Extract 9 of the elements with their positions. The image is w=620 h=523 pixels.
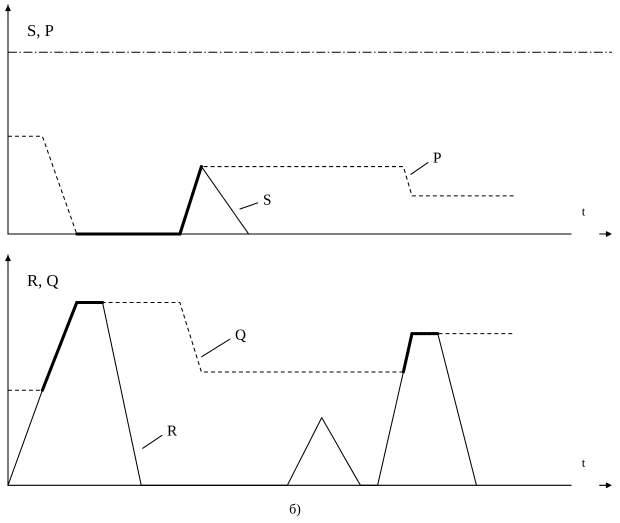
text: б)	[290, 504, 300, 516]
x-axis-title: t	[582, 460, 586, 467]
y-axis-title: S, P	[28, 24, 54, 39]
y-axis-title: R, Q	[27, 274, 58, 289]
legend-label: S	[264, 194, 271, 205]
series-label: Q	[236, 330, 246, 342]
x-axis-title: t	[582, 208, 586, 216]
series-label: P	[433, 152, 441, 163]
text: R	[167, 426, 178, 436]
